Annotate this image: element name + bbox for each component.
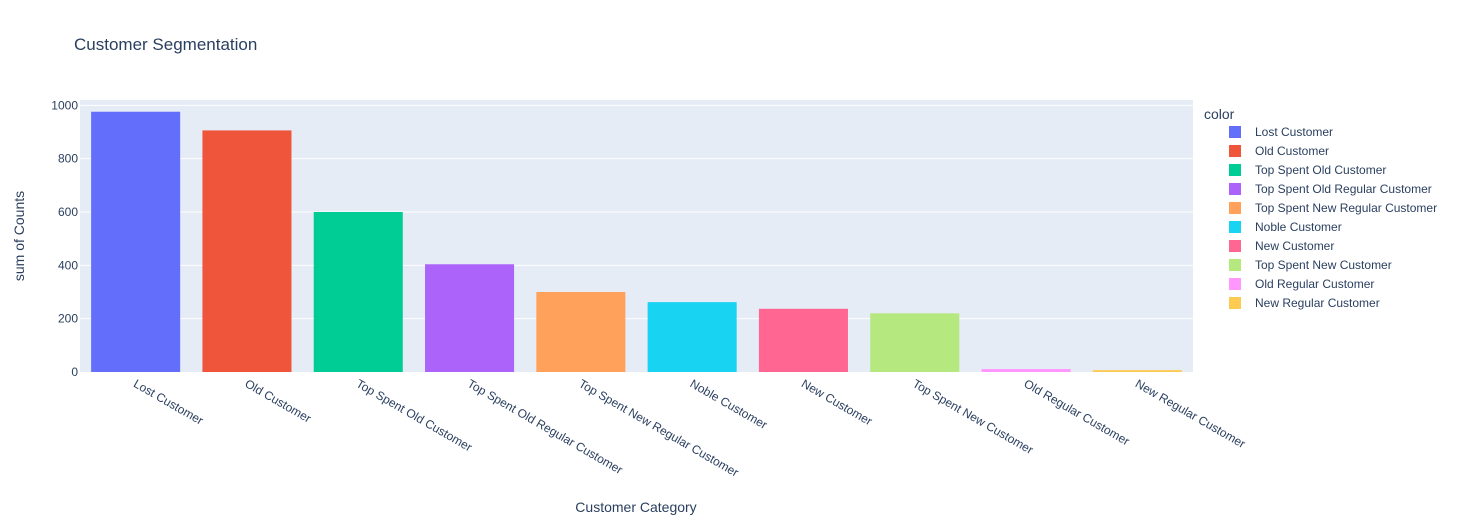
bars [91, 111, 1182, 372]
legend-label: Noble Customer [1255, 220, 1342, 234]
legend-swatch [1229, 221, 1241, 233]
x-tick-label: Lost Customer [131, 376, 206, 427]
legend-label: New Customer [1255, 239, 1334, 253]
x-tick-label: Top Spent Old Customer [354, 376, 475, 454]
x-tick-label: Top Spent New Customer [910, 376, 1035, 456]
y-tick-label: 400 [58, 258, 78, 272]
legend-swatch [1229, 278, 1241, 290]
legend-label: Lost Customer [1255, 125, 1333, 139]
legend-item[interactable]: Old Regular Customer [1229, 277, 1374, 291]
legend-item[interactable]: Old Customer [1229, 144, 1329, 158]
legend-item[interactable]: Top Spent Old Customer [1229, 163, 1386, 177]
legend-item[interactable]: New Regular Customer [1229, 296, 1380, 310]
legend-swatch [1229, 126, 1241, 138]
x-tick-label: New Customer [799, 376, 875, 428]
y-tick-label: 200 [58, 312, 78, 326]
bar[interactable] [425, 264, 515, 372]
legend-swatch [1229, 145, 1241, 157]
legend-swatch [1229, 202, 1241, 214]
legend-label: Old Customer [1255, 144, 1329, 158]
legend-item[interactable]: Top Spent New Customer [1229, 258, 1392, 272]
y-axis-ticks: 0 200 400 600 800 1000 [51, 98, 78, 379]
bar[interactable] [758, 308, 848, 372]
bar[interactable] [1092, 370, 1182, 372]
legend-swatch [1229, 297, 1241, 309]
legend-swatch [1229, 240, 1241, 252]
legend-label: New Regular Customer [1255, 296, 1380, 310]
legend-items: Lost Customer Old Customer Top Spent Old C… [1229, 125, 1437, 310]
legend-swatch [1229, 259, 1241, 271]
bar[interactable] [647, 302, 737, 372]
legend-swatch [1229, 164, 1241, 176]
x-tick-label: Old Customer [242, 376, 313, 425]
x-axis-ticks: Lost Customer Old Customer Top Spent Old C… [131, 376, 1248, 479]
x-tick-label: Old Regular Customer [1022, 376, 1132, 448]
legend-item[interactable]: Noble Customer [1229, 220, 1342, 234]
y-tick-label: 0 [71, 365, 78, 379]
bar[interactable] [91, 111, 181, 372]
legend-item[interactable]: Lost Customer [1229, 125, 1333, 139]
legend-label: Top Spent Old Regular Customer [1255, 182, 1432, 196]
y-tick-label: 600 [58, 205, 78, 219]
legend-label: Old Regular Customer [1255, 277, 1374, 291]
bar[interactable] [313, 212, 403, 372]
chart-title: Customer Segmentation [74, 35, 257, 54]
legend-item[interactable]: New Customer [1229, 239, 1334, 253]
legend-label: Top Spent New Regular Customer [1255, 201, 1437, 215]
y-tick-label: 800 [58, 152, 78, 166]
bar[interactable] [536, 292, 626, 372]
legend-item[interactable]: Top Spent New Regular Customer [1229, 201, 1437, 215]
bar[interactable] [981, 369, 1071, 372]
legend-title: color [1204, 106, 1235, 122]
x-axis-label: Customer Category [575, 499, 696, 515]
bar[interactable] [870, 313, 960, 372]
bar[interactable] [202, 130, 292, 372]
x-tick-label: New Regular Customer [1133, 376, 1248, 450]
legend-swatch [1229, 183, 1241, 195]
y-axis-label: sum of Counts [11, 191, 27, 281]
y-tick-label: 1000 [51, 98, 78, 112]
legend-label: Top Spent Old Customer [1255, 163, 1386, 177]
legend: color Lost Customer Old Customer Top Spent… [1204, 106, 1437, 310]
legend-item[interactable]: Top Spent Old Regular Customer [1229, 182, 1432, 196]
legend-label: Top Spent New Customer [1255, 258, 1392, 272]
x-tick-label: Noble Customer [688, 376, 770, 431]
